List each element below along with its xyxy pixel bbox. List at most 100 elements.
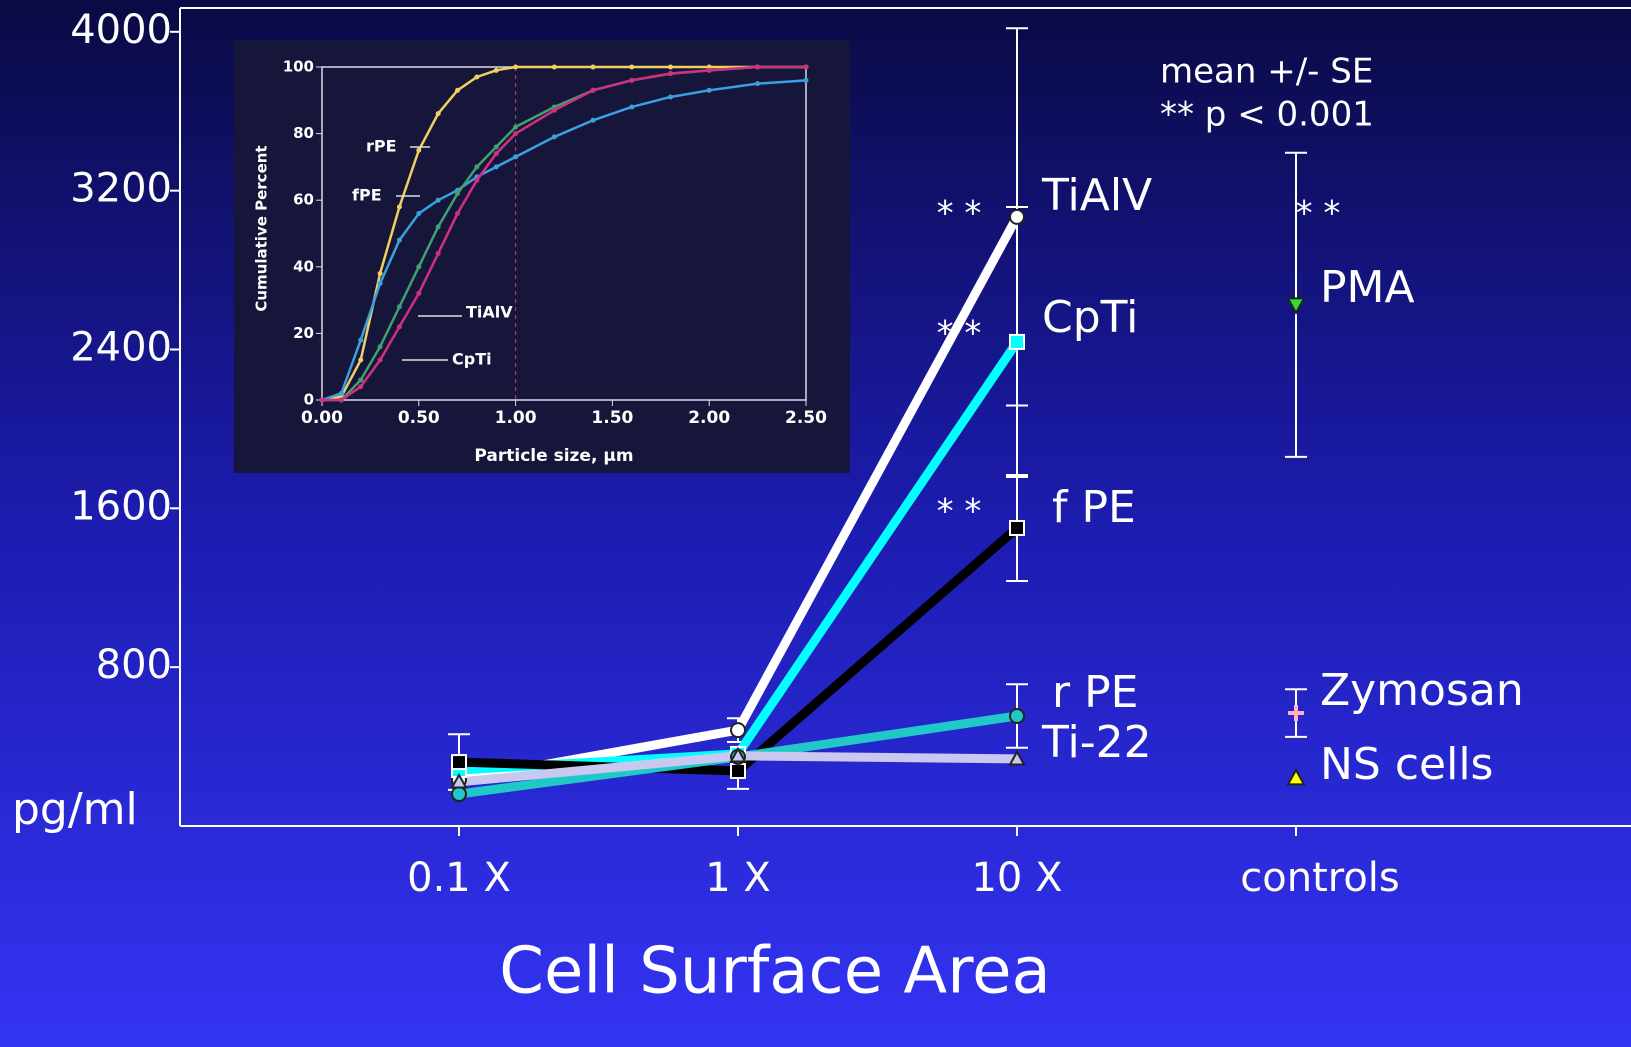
inset-point bbox=[629, 77, 635, 83]
inset-point bbox=[755, 64, 761, 70]
inset-line bbox=[321, 65, 806, 402]
y-tick-label: 4000 bbox=[70, 7, 172, 53]
inset-point bbox=[667, 94, 673, 100]
inset-point bbox=[667, 64, 673, 70]
marker bbox=[451, 754, 467, 771]
inset-point bbox=[455, 87, 461, 93]
series-label: f PE bbox=[1052, 482, 1136, 533]
inset-point bbox=[435, 224, 441, 230]
inset-x-label: Particle size, µm bbox=[474, 446, 633, 466]
inset-point bbox=[551, 107, 557, 113]
inset-point bbox=[435, 111, 441, 117]
inset-y-tick-label: 80 bbox=[293, 124, 314, 142]
inset-x-tick-label: 0.00 bbox=[301, 408, 343, 428]
inset-point bbox=[513, 154, 519, 160]
inset-x-tick-label: 0.50 bbox=[398, 408, 440, 428]
inset-point bbox=[667, 71, 673, 77]
inset-x-tick-label: 2.00 bbox=[688, 408, 730, 428]
inset-point bbox=[474, 74, 480, 80]
x-tick-label: 0.1 X bbox=[407, 855, 511, 901]
marker bbox=[730, 763, 746, 780]
inset-series-label: rPE bbox=[366, 137, 397, 156]
inset-point bbox=[706, 87, 712, 93]
series-label: CpTi bbox=[1042, 292, 1138, 343]
series-label: TiAlV bbox=[1041, 170, 1152, 221]
y-tick-label: 1600 bbox=[70, 483, 172, 529]
control-label: NS cells bbox=[1320, 739, 1493, 790]
inset-point bbox=[358, 337, 364, 343]
inset-point bbox=[474, 177, 480, 183]
inset-x-tick-label: 1.50 bbox=[591, 408, 633, 428]
marker bbox=[730, 722, 746, 739]
inset-point bbox=[803, 77, 809, 83]
inset-series-label: CpTi bbox=[452, 350, 492, 369]
inset-point bbox=[493, 151, 499, 157]
marker bbox=[1008, 749, 1026, 766]
inset-point bbox=[377, 344, 383, 350]
inset-point bbox=[590, 64, 596, 70]
marker bbox=[1009, 708, 1025, 725]
marker bbox=[729, 746, 747, 763]
inset-point bbox=[338, 390, 344, 396]
x-tick-label: controls bbox=[1240, 855, 1400, 901]
marker bbox=[1009, 519, 1025, 536]
series-label: r PE bbox=[1052, 667, 1138, 718]
marker bbox=[451, 786, 467, 803]
series-label: Ti-22 bbox=[1041, 717, 1152, 768]
y-axis-label: pg/ml bbox=[12, 784, 138, 835]
inset-point bbox=[706, 67, 712, 73]
marker bbox=[1286, 297, 1306, 315]
inset-point bbox=[513, 124, 519, 130]
inset-point bbox=[590, 117, 596, 123]
inset-y-tick-label: 100 bbox=[283, 58, 314, 76]
inset-point bbox=[416, 211, 422, 217]
inset-point bbox=[803, 64, 809, 70]
marker bbox=[1009, 208, 1025, 225]
inset-point bbox=[455, 211, 461, 217]
control-label: Zymosan bbox=[1320, 665, 1524, 716]
marker bbox=[1286, 767, 1306, 786]
inset-point bbox=[513, 64, 519, 70]
y-tick-label: 2400 bbox=[70, 324, 172, 370]
x-tick-label: 1 X bbox=[705, 855, 771, 901]
inset-point bbox=[455, 191, 461, 197]
inset-point bbox=[590, 87, 596, 93]
y-tick-label: 800 bbox=[96, 642, 172, 688]
inset-x-tick-label: 1.00 bbox=[495, 408, 537, 428]
significance: * * bbox=[937, 314, 982, 354]
inset-x-tick-label: 2.50 bbox=[785, 408, 827, 428]
inset-point bbox=[396, 304, 402, 310]
inset-line bbox=[322, 65, 806, 402]
inset-series-label: fPE bbox=[352, 186, 382, 205]
inset-point bbox=[396, 237, 402, 243]
inset-point bbox=[377, 270, 383, 276]
inset-point bbox=[629, 64, 635, 70]
marker bbox=[1009, 333, 1025, 350]
inset-y-label: Cumulative Percent bbox=[253, 145, 271, 311]
inset-point bbox=[358, 357, 364, 363]
x-axis-title: Cell Surface Area bbox=[499, 935, 1050, 1009]
significance: * * bbox=[937, 492, 982, 532]
inset-point bbox=[513, 131, 519, 137]
inset-point bbox=[493, 144, 499, 150]
inset-y-tick-label: 60 bbox=[293, 191, 314, 209]
x-tick-label: 10 X bbox=[971, 855, 1062, 901]
inset-point bbox=[416, 290, 422, 296]
inset-point bbox=[551, 134, 557, 140]
inset-y-tick-label: 40 bbox=[293, 257, 314, 275]
control-label: PMA bbox=[1320, 262, 1415, 313]
annotation: ** p < 0.001 bbox=[1160, 95, 1374, 135]
marker bbox=[450, 772, 468, 789]
y-tick-label: 3200 bbox=[70, 166, 172, 212]
inset-point bbox=[493, 67, 499, 73]
inset-point bbox=[755, 81, 761, 87]
annotation: mean +/- SE bbox=[1160, 52, 1373, 92]
inset-series-label: TiAlV bbox=[466, 303, 513, 322]
inset-y-tick-label: 20 bbox=[293, 324, 314, 342]
significance: * * bbox=[1296, 194, 1341, 234]
inset-point bbox=[551, 64, 557, 70]
significance: * * bbox=[937, 194, 982, 234]
inset-point bbox=[396, 204, 402, 210]
inset-point bbox=[338, 397, 344, 403]
